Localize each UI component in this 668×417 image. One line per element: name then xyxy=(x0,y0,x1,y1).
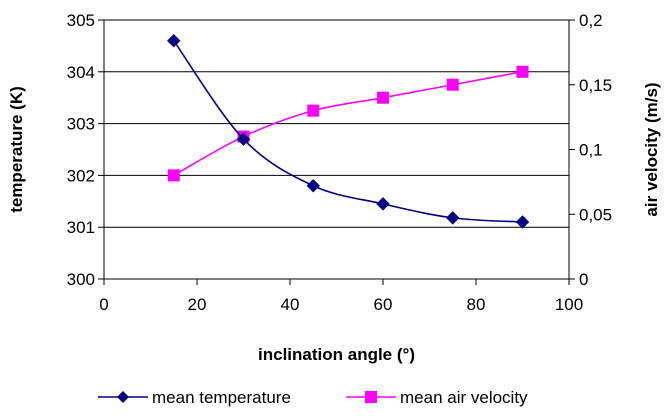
data-point-diamond xyxy=(446,211,460,225)
y-axis-left-title: temperature (K) xyxy=(7,86,26,213)
y-right-tick-label: 0,05 xyxy=(579,205,612,224)
data-point-diamond xyxy=(167,34,181,48)
data-point-diamond xyxy=(515,215,530,229)
legend-item-mean-temperature: mean temperature xyxy=(98,388,291,407)
y-right-tick-label: 0,1 xyxy=(579,141,603,160)
data-point-diamond xyxy=(306,179,320,193)
gridlines xyxy=(104,71,569,228)
legend-label-mean-air-velocity: mean air velocity xyxy=(400,388,528,407)
data-point-square xyxy=(307,104,320,117)
y-left-tick-label: 302 xyxy=(67,166,95,185)
x-tick-label: 0 xyxy=(99,295,108,314)
plot-area-frame xyxy=(103,19,570,280)
series-mean-air-velocity xyxy=(167,65,529,182)
x-tick-label: 60 xyxy=(374,295,393,314)
y-left-tick-label: 304 xyxy=(67,63,95,82)
legend-item-mean-air-velocity: mean air velocity xyxy=(346,388,528,407)
data-point-square xyxy=(446,78,459,91)
x-axis-title: inclination angle (°) xyxy=(258,345,415,364)
y-left-tick-label: 300 xyxy=(67,270,95,289)
axis-ticks: 300 301 302 303 304 305 0 0,05 0,1 0,15 0,2 0 20 40 60… xyxy=(67,11,612,314)
series-line-mean-temperature xyxy=(173,40,523,223)
x-tick-label: 100 xyxy=(555,295,583,314)
y-left-tick-label: 301 xyxy=(67,218,95,237)
series-layer xyxy=(167,34,530,229)
data-point-diamond xyxy=(376,197,390,211)
y-left-tick-label: 303 xyxy=(67,115,95,134)
y-right-tick-label: 0,15 xyxy=(579,76,612,95)
data-point-square xyxy=(516,65,529,78)
legend-marker-diamond xyxy=(117,391,129,403)
y-right-tick-label: 0 xyxy=(579,270,588,289)
y-right-tick-label: 0,2 xyxy=(579,11,603,30)
data-point-square xyxy=(167,169,180,182)
y-axis-right-title: air velocity (m/s) xyxy=(642,82,661,216)
data-point-square xyxy=(377,91,389,104)
y-left-tick-label: 305 xyxy=(67,11,95,30)
legend: mean temperature mean air velocity xyxy=(98,388,528,407)
legend-label-mean-temperature: mean temperature xyxy=(152,388,291,407)
legend-marker-square xyxy=(365,391,377,403)
x-tick-label: 80 xyxy=(467,295,486,314)
x-tick-label: 40 xyxy=(281,295,300,314)
x-tick-label: 20 xyxy=(188,295,207,314)
series-mean-temperature xyxy=(167,34,530,229)
series-line-mean-air-velocity xyxy=(173,71,523,177)
data-point-diamond xyxy=(236,132,251,146)
